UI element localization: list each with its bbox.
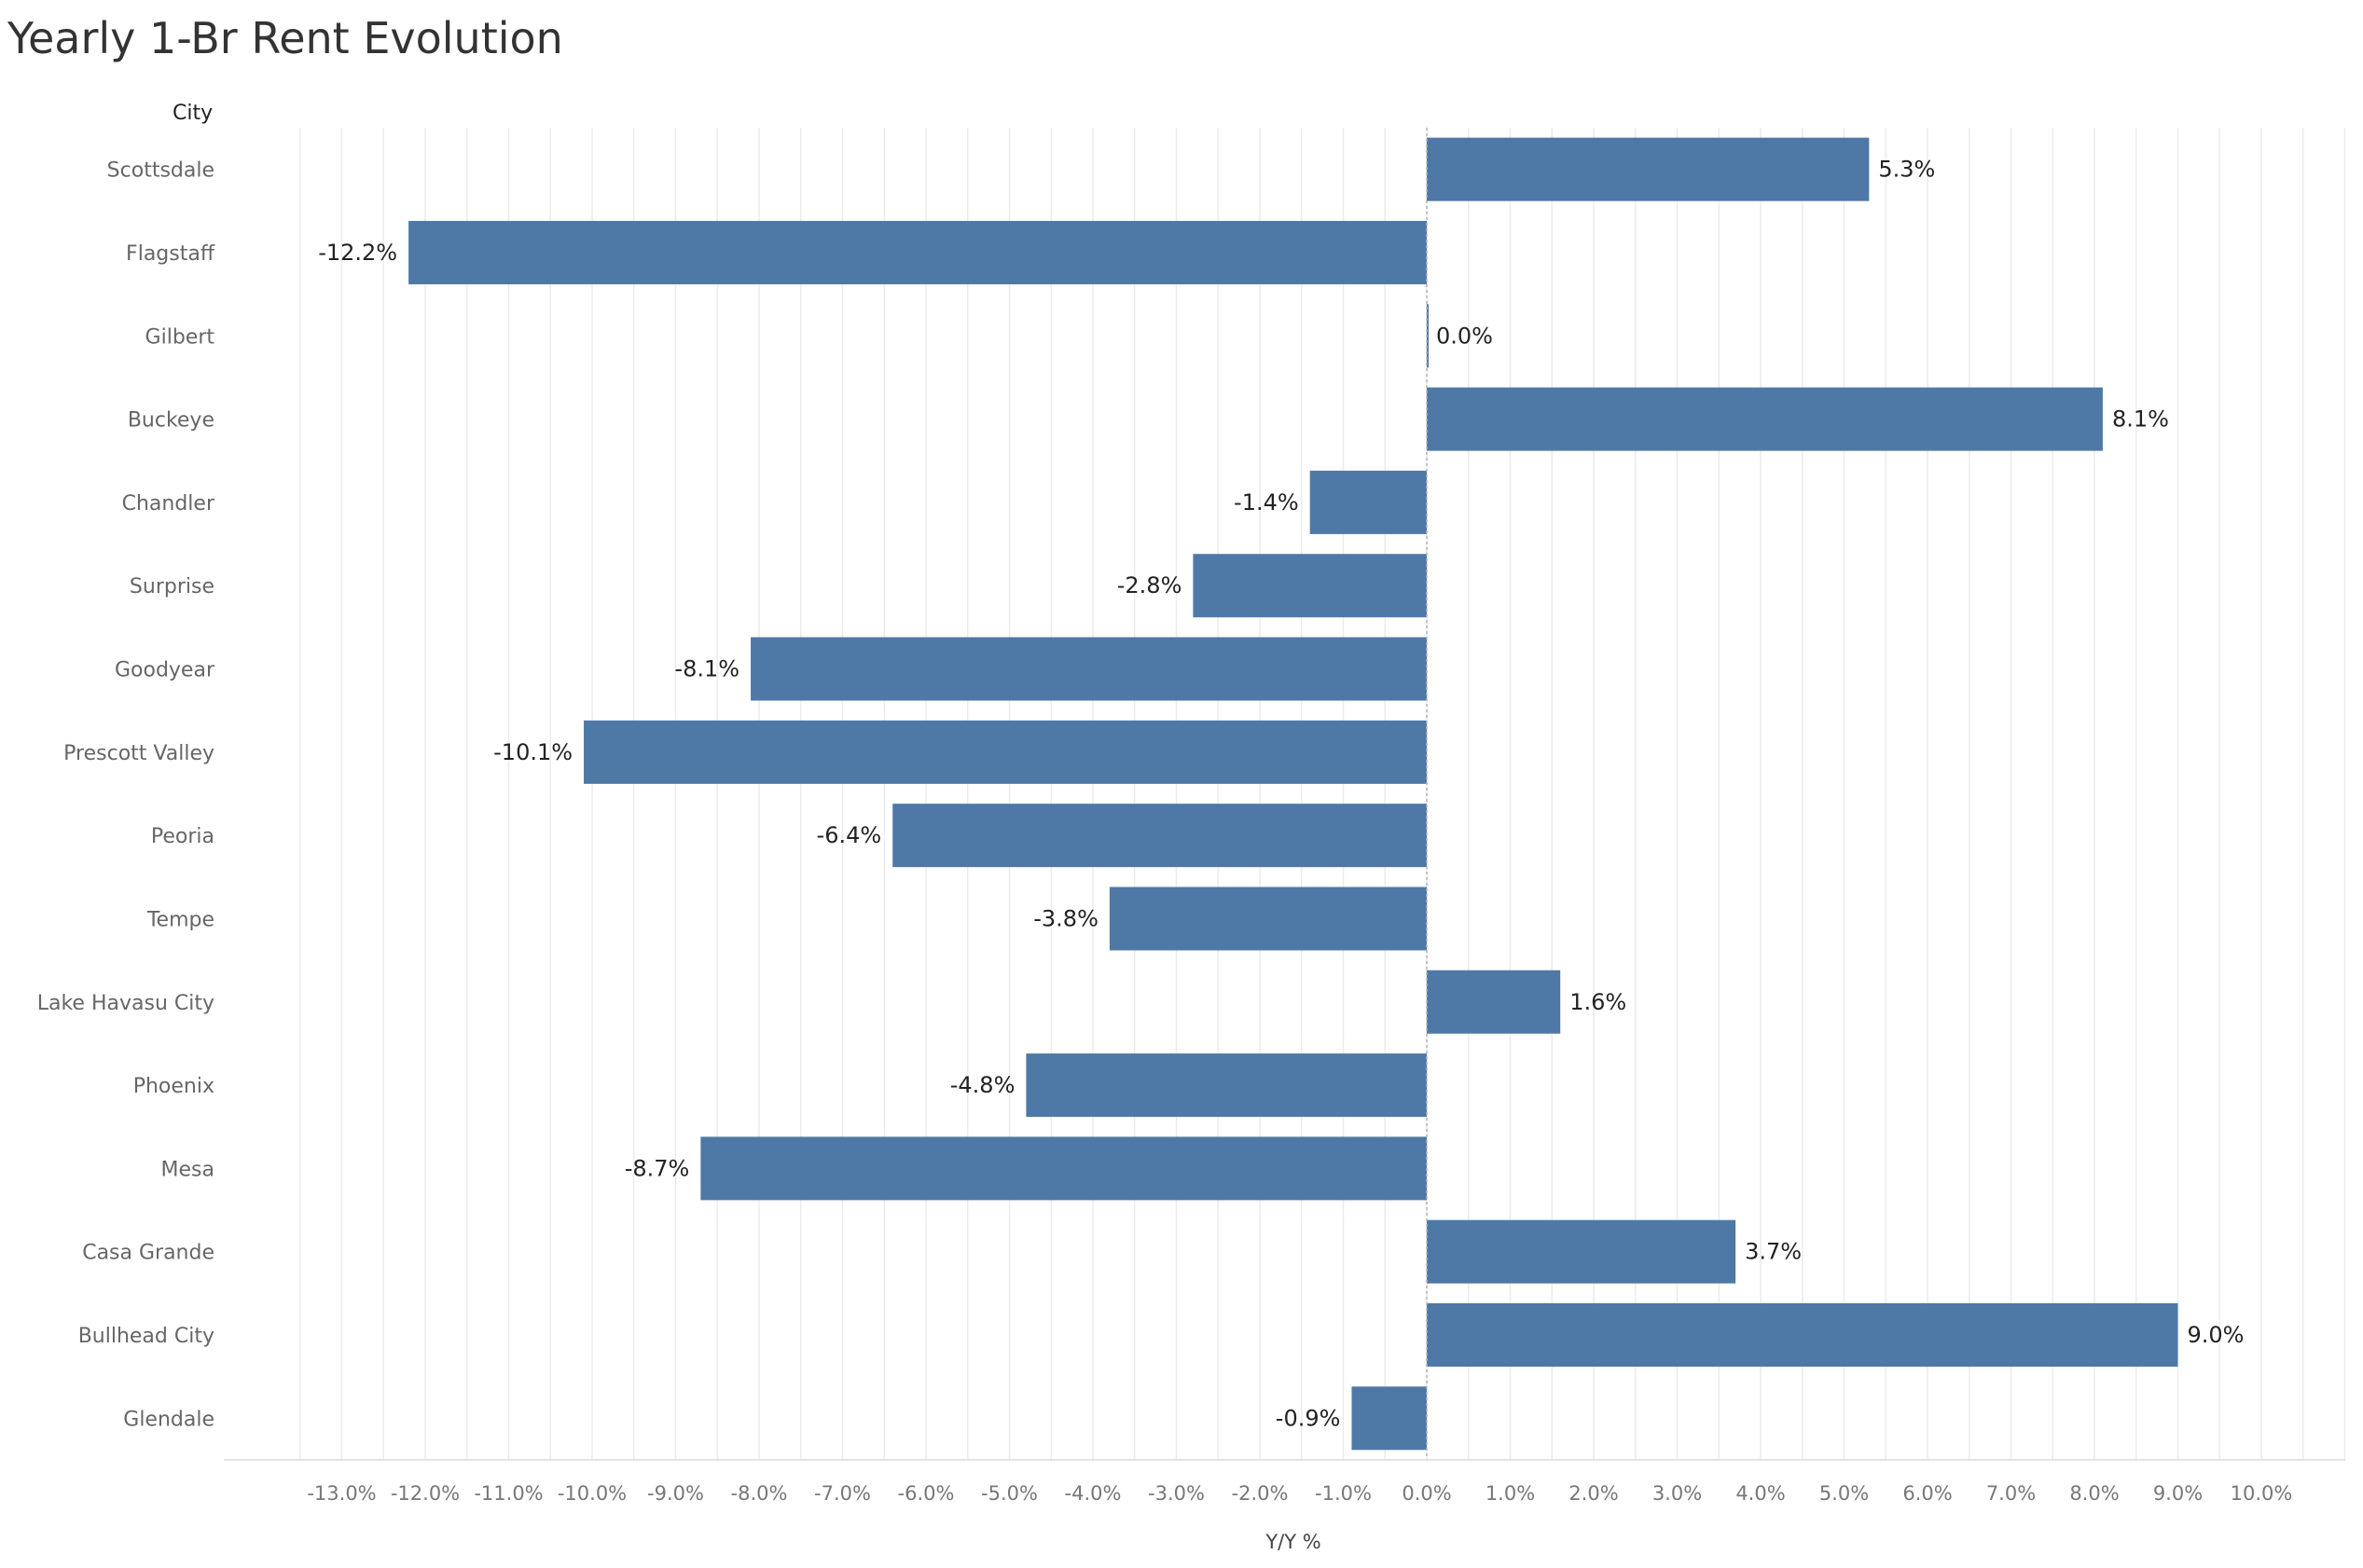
bar — [1351, 1386, 1427, 1451]
bar — [1309, 470, 1427, 534]
x-axis-title: Y/Y % — [1264, 1531, 1320, 1553]
value-label: -4.8% — [950, 1072, 1016, 1098]
category-label: Casa Grande — [82, 1242, 214, 1265]
x-tick-label: 0.0% — [1402, 1482, 1451, 1505]
category-label: Lake Havasu City — [37, 992, 214, 1015]
value-label: 1.6% — [1569, 989, 1626, 1015]
category-label: Surprise — [130, 575, 214, 598]
category-label: Goodyear — [115, 659, 215, 682]
x-tick-label: -2.0% — [1232, 1482, 1289, 1505]
bar — [1193, 554, 1427, 618]
bar — [1427, 1303, 2178, 1368]
bar — [1427, 304, 1429, 368]
grid-layer — [299, 128, 2346, 1460]
category-label: Peoria — [151, 825, 214, 848]
bar — [1427, 387, 2103, 451]
bar — [1026, 1053, 1427, 1118]
bar-layer — [408, 137, 2178, 1451]
x-tick-label: -1.0% — [1315, 1482, 1372, 1505]
value-label: -8.1% — [674, 656, 739, 682]
tick-layer: -13.0% -12.0% -11.0% -10.0% -9.0% -8.0% -7.0% -… — [307, 1482, 2292, 1505]
value-label: -10.1% — [493, 739, 573, 765]
bar — [700, 1136, 1427, 1201]
bar — [1427, 1219, 1736, 1284]
value-label: -2.8% — [1117, 572, 1182, 598]
x-tick-label: -11.0% — [474, 1482, 543, 1505]
category-label: Flagstaff — [126, 242, 215, 266]
x-tick-label: -10.0% — [558, 1482, 627, 1505]
value-label: 0.0% — [1436, 323, 1493, 349]
row-header: City — [173, 102, 213, 125]
x-tick-label: 9.0% — [2153, 1482, 2203, 1505]
value-label: -1.4% — [1234, 489, 1299, 516]
label-layer: Scottsdale 5.3% Flagstaff -12.2% Gilbert 0.0%… — [37, 157, 2245, 1432]
x-tick-label: -5.0% — [981, 1482, 1038, 1505]
bar — [408, 220, 1428, 284]
value-label: -8.7% — [625, 1155, 690, 1181]
value-label: -0.9% — [1276, 1405, 1341, 1431]
x-tick-label: -12.0% — [391, 1482, 460, 1505]
value-label: 8.1% — [2112, 406, 2169, 433]
x-tick-label: 6.0% — [1902, 1482, 1952, 1505]
category-label: Mesa — [161, 1158, 214, 1181]
x-tick-label: -9.0% — [647, 1482, 704, 1505]
x-tick-label: -4.0% — [1065, 1482, 1122, 1505]
category-label: Scottsdale — [107, 159, 214, 183]
bar — [1427, 970, 1561, 1034]
x-tick-label: 1.0% — [1486, 1482, 1535, 1505]
x-tick-label: 8.0% — [2069, 1482, 2119, 1505]
category-label: Phoenix — [133, 1075, 214, 1098]
x-tick-label: -3.0% — [1148, 1482, 1205, 1505]
x-tick-label: -7.0% — [814, 1482, 871, 1505]
bar — [584, 720, 1427, 784]
bar — [1109, 887, 1427, 951]
value-label: -3.8% — [1033, 905, 1099, 931]
bar — [1427, 137, 1870, 201]
value-label: -6.4% — [817, 822, 882, 848]
category-label: Buckeye — [128, 409, 214, 433]
category-label: Tempe — [146, 908, 214, 931]
category-label: Chandler — [122, 492, 215, 516]
chart-title: Yearly 1-Br Rent Evolution — [7, 13, 563, 63]
category-label: Bullhead City — [78, 1325, 214, 1348]
value-label: 3.7% — [1745, 1239, 1802, 1265]
x-tick-label: 3.0% — [1652, 1482, 1702, 1505]
value-label: 9.0% — [2188, 1322, 2245, 1348]
category-label: Prescott Valley — [63, 742, 214, 765]
bar — [751, 637, 1427, 701]
value-label: 5.3% — [1878, 157, 1935, 183]
category-label: Gilbert — [145, 325, 215, 349]
value-label: -12.2% — [318, 240, 397, 266]
category-label: Glendale — [123, 1408, 214, 1431]
bar — [892, 804, 1427, 868]
x-tick-label: -6.0% — [898, 1482, 955, 1505]
x-tick-label: 10.0% — [2231, 1482, 2293, 1505]
x-tick-label: -13.0% — [307, 1482, 376, 1505]
x-tick-label: 2.0% — [1568, 1482, 1618, 1505]
x-tick-label: 7.0% — [1986, 1482, 2036, 1505]
x-tick-label: -8.0% — [731, 1482, 788, 1505]
x-tick-label: 5.0% — [1819, 1482, 1869, 1505]
x-tick-label: 4.0% — [1735, 1482, 1785, 1505]
